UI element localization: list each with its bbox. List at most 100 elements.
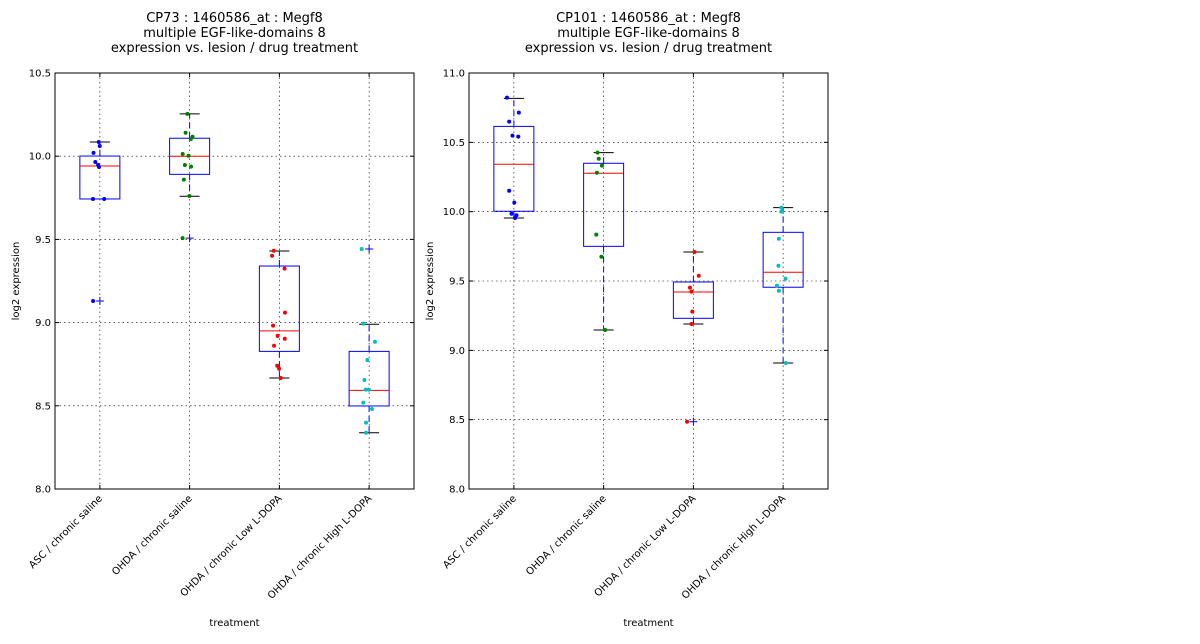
data-point — [97, 144, 102, 149]
data-point — [93, 160, 98, 165]
y-axis-label: log2 expression — [425, 242, 436, 321]
data-point — [96, 140, 101, 145]
data-point — [687, 285, 692, 290]
data-point — [91, 298, 96, 303]
box-iqr — [348, 350, 390, 407]
data-point — [361, 321, 366, 326]
box-iqr — [493, 125, 535, 212]
y-tick-label: 9.0 — [449, 346, 465, 357]
data-point — [90, 196, 95, 201]
y-tick-label: 8.0 — [35, 485, 51, 496]
x-tick-label: ASC / chronic saline — [27, 493, 105, 571]
outlier-marker — [185, 234, 194, 243]
chart-title-line: expression vs. lesion / drug treatment — [111, 41, 358, 56]
y-tick-label: 10.5 — [443, 138, 465, 149]
data-point — [270, 253, 275, 258]
chart-title-line: expression vs. lesion / drug treatment — [525, 41, 772, 56]
data-point — [182, 163, 187, 168]
x-tick-label: OHDA / chronic Low L-DOPA — [593, 493, 699, 599]
outlier-marker — [365, 245, 374, 254]
y-tick-label: 11.0 — [443, 69, 465, 80]
data-point — [510, 133, 515, 138]
data-point — [689, 321, 694, 326]
data-point — [187, 193, 192, 198]
box-iqr — [762, 231, 804, 288]
data-point — [366, 387, 371, 392]
data-point — [282, 266, 287, 271]
data-point — [685, 419, 690, 424]
outlier-marker — [95, 296, 104, 305]
outlier-marker — [689, 417, 698, 426]
y-tick-label: 9.0 — [35, 318, 51, 329]
data-point — [186, 153, 191, 158]
y-tick-label: 8.5 — [35, 401, 51, 412]
data-point — [599, 254, 604, 259]
box-iqr — [672, 281, 714, 319]
chart-title-line: CP101 : 1460586_at : Megf8 — [556, 11, 741, 26]
box-1 — [79, 140, 121, 305]
data-point — [364, 430, 369, 435]
data-point — [594, 232, 599, 237]
y-tick-label: 9.5 — [35, 235, 51, 246]
data-point — [181, 177, 186, 182]
data-point — [282, 336, 287, 341]
x-axis-label: treatment — [209, 618, 259, 629]
data-point — [275, 363, 280, 368]
box-iqr — [79, 155, 121, 200]
data-point — [361, 400, 366, 405]
data-point — [516, 134, 521, 139]
x-tick-label: OHDA / chronic saline — [524, 493, 609, 578]
data-point — [272, 343, 277, 348]
data-point — [365, 358, 370, 363]
data-point — [185, 111, 190, 116]
x-tick-label: OHDA / chronic High L-DOPA — [266, 493, 374, 601]
chart-title-line: CP73 : 1460586_at : Megf8 — [146, 11, 323, 26]
data-point — [91, 150, 96, 155]
x-tick-label: OHDA / chronic saline — [110, 493, 195, 578]
data-point — [776, 263, 781, 268]
box-iqr — [583, 162, 625, 247]
data-point — [359, 247, 364, 252]
data-point — [96, 165, 101, 170]
data-point — [783, 276, 788, 281]
x-tick-label: OHDA / chronic Low L-DOPA — [179, 493, 285, 599]
data-point — [509, 211, 514, 216]
data-point — [275, 333, 280, 338]
data-point — [504, 95, 509, 100]
data-point — [513, 216, 518, 221]
data-point — [776, 288, 781, 293]
data-point — [180, 152, 185, 157]
data-point — [595, 150, 600, 155]
box-3 — [258, 248, 300, 381]
data-point — [183, 130, 188, 135]
box-iqr — [258, 265, 300, 352]
data-point — [363, 387, 368, 392]
data-point — [180, 236, 185, 241]
data-point — [594, 170, 599, 175]
y-tick-label: 9.5 — [449, 277, 465, 288]
y-tick-label: 8.0 — [449, 485, 465, 496]
data-point — [779, 209, 784, 214]
data-point — [779, 205, 784, 210]
data-point — [282, 310, 287, 315]
x-tick-label: OHDA / chronic High L-DOPA — [680, 493, 788, 601]
data-point — [364, 420, 369, 425]
axes-frame — [468, 72, 829, 490]
chart-title-line: multiple EGF-like-domains 8 — [557, 26, 740, 41]
data-point — [596, 156, 601, 161]
y-axis-label: log2 expression — [11, 242, 22, 321]
data-point — [278, 376, 283, 381]
y-tick-label: 10.0 — [443, 207, 465, 218]
data-point — [372, 339, 377, 344]
data-point — [188, 137, 193, 142]
chart-title-line: multiple EGF-like-domains 8 — [143, 26, 326, 41]
axes-frame — [54, 72, 415, 490]
box-1 — [493, 95, 535, 221]
x-tick-label: ASC / chronic saline — [441, 493, 519, 571]
data-point — [369, 406, 374, 411]
data-point — [507, 188, 512, 193]
box-4 — [348, 245, 390, 435]
data-point — [271, 323, 276, 328]
